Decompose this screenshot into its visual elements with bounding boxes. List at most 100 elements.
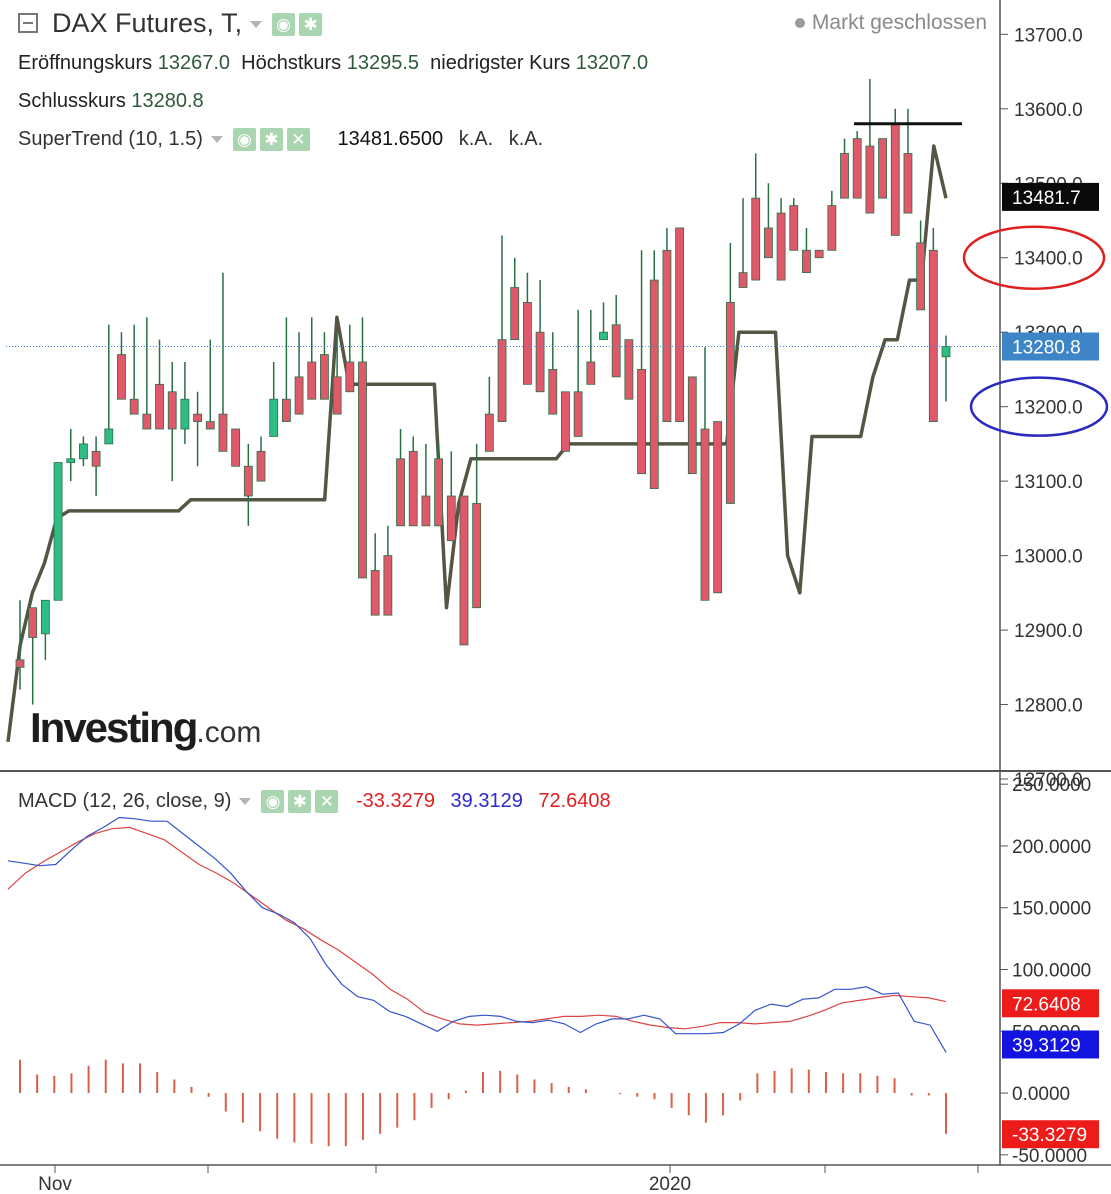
macd-line-badge-bg (1002, 1030, 1099, 1059)
candle-body (345, 361, 355, 393)
candle-body (218, 413, 228, 452)
candle-body (687, 376, 697, 475)
high-value: 13295.5 (346, 52, 420, 74)
candle-body (91, 450, 101, 467)
candle-body (941, 346, 951, 358)
candle-body (294, 376, 304, 415)
market-status: Markt geschlossen (794, 11, 987, 35)
candle-body (307, 361, 317, 400)
candle-body (827, 205, 837, 251)
macd-tick-label: 100.0000 (1012, 961, 1091, 982)
low-label: niedrigster Kurs (430, 52, 571, 74)
gear-icon[interactable]: ✱ (288, 790, 312, 814)
supertrend-badge: 13481.7 (1012, 188, 1081, 209)
chevron-down-icon[interactable] (250, 21, 263, 29)
annotations (962, 225, 1109, 437)
candle-body (738, 272, 748, 288)
candle-body (205, 421, 215, 430)
market-status-text: Markt geschlossen (811, 11, 987, 34)
candle-body (370, 570, 380, 616)
gear-icon[interactable]: ✱ (299, 13, 323, 37)
candle-body (472, 503, 482, 609)
ohlc-row: Eröffnungskurs 13267.0 Höchstkurs 13295.… (18, 52, 648, 75)
candle-body (637, 369, 646, 475)
candle-body (573, 391, 583, 437)
macd-tick-label: -50.0000 (1012, 1146, 1087, 1167)
candle-body (15, 659, 25, 668)
price-tick-label: 12800.0 (1014, 696, 1083, 717)
status-dot-icon (794, 18, 805, 29)
close-icon[interactable]: ✕ (286, 128, 310, 152)
high-label: Höchstkurs (241, 52, 342, 74)
candle-body (561, 391, 570, 452)
eye-icon[interactable]: ◉ (232, 128, 256, 152)
candle-body (878, 138, 887, 199)
candle-body (890, 123, 900, 236)
candle-body (713, 421, 723, 594)
time-tick-label: 2020 (649, 1174, 691, 1194)
chart-title: DAX Futures, T, ◉ ✱ (18, 8, 326, 39)
close-value: 13280.8 (131, 90, 204, 112)
macd-label[interactable]: MACD (12, 26, close, 9) (18, 790, 232, 812)
logo-suffix: .com (196, 716, 262, 749)
eye-icon[interactable]: ◉ (272, 13, 296, 37)
candle-body (611, 324, 621, 378)
supertrend-badge-bg (1002, 182, 1099, 211)
candle-body (624, 339, 634, 400)
price-tick-label: 12900.0 (1014, 621, 1083, 642)
candle-body (421, 495, 431, 527)
macd-tick-label: 150.0000 (1012, 899, 1091, 920)
candle-body (53, 462, 63, 601)
price-tick-label: 13700.0 (1014, 25, 1083, 46)
close-icon[interactable]: ✕ (315, 790, 339, 814)
low-value: 13207.0 (575, 52, 649, 74)
candle-body (459, 495, 469, 646)
blue-circle-annotation (969, 376, 1109, 437)
investing-logo: Investing.com (30, 704, 261, 752)
price-panel (0, 0, 1111, 1166)
candle-body (789, 205, 799, 251)
supertrend-label[interactable]: SuperTrend (10, 1.5) (18, 128, 203, 150)
candle-body (928, 249, 938, 422)
candle-body (193, 413, 202, 422)
candle-body (814, 249, 824, 259)
candle-body (142, 413, 152, 430)
candle-body (180, 398, 190, 430)
open-label: Eröffnungskurs (18, 52, 153, 74)
candle-body (865, 145, 875, 214)
price-tick-label: 13100.0 (1014, 472, 1083, 493)
candle-body (320, 354, 329, 400)
candle-body (484, 413, 494, 452)
candle-body (535, 331, 545, 393)
close-label: Schlusskurs (18, 90, 126, 112)
last-price-badge-bg (1002, 332, 1099, 361)
candle-body (522, 302, 532, 385)
macd-signal-value: 72.6408 (538, 790, 611, 812)
logo-brand: Investing (30, 704, 198, 751)
chevron-down-icon[interactable] (239, 798, 252, 806)
macd-line-badge: 39.3129 (1012, 1035, 1081, 1056)
macd-tick-label: 200.0000 (1012, 837, 1091, 858)
candle-body (776, 212, 786, 281)
candle-body (586, 361, 596, 385)
collapse-icon[interactable] (18, 12, 38, 33)
supertrend-value: 13481.6500 (337, 128, 444, 150)
candle-body (269, 398, 279, 437)
macd-hist-badge-bg (1002, 1120, 1099, 1149)
candle-body (802, 249, 811, 274)
price-tick-label: 12700.0 (1014, 770, 1083, 791)
candle-body (155, 383, 164, 430)
price-tick-label: 13000.0 (1014, 547, 1083, 568)
candle-body (28, 607, 38, 638)
candle-body (332, 376, 342, 415)
candles (6, 79, 1000, 705)
time-tick-label: Nov (38, 1174, 72, 1194)
candle-body (675, 227, 685, 422)
macd-signal-badge-bg (1002, 989, 1099, 1018)
eye-icon[interactable]: ◉ (261, 790, 285, 814)
candle-body (446, 495, 456, 542)
chevron-down-icon[interactable] (210, 136, 223, 144)
macd-hist-badge: -33.3279 (1012, 1125, 1087, 1146)
gear-icon[interactable]: ✱ (259, 128, 283, 152)
